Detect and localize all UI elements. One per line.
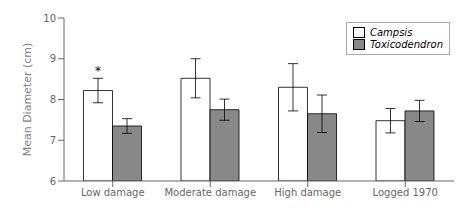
html-text:Campsis: Campsis bbox=[369, 27, 413, 38]
html-text:Toxicodendron: Toxicodendron bbox=[369, 39, 443, 50]
svg-text:8: 8 bbox=[50, 94, 56, 105]
svg-text:6: 6 bbox=[50, 176, 56, 187]
svg-text:High damage: High damage bbox=[274, 187, 341, 198]
svg-text:Logged 1970: Logged 1970 bbox=[373, 187, 438, 198]
svg-text:10: 10 bbox=[43, 13, 56, 24]
svg-text:Low damage: Low damage bbox=[81, 187, 145, 198]
svg-text:9: 9 bbox=[50, 53, 56, 64]
svg-text:Moderate damage: Moderate damage bbox=[164, 187, 256, 198]
svg-text:7: 7 bbox=[50, 135, 56, 146]
svg-text:Mean Diameter (cm): Mean Diameter (cm) bbox=[21, 43, 34, 157]
svg-text:*: * bbox=[95, 64, 101, 78]
